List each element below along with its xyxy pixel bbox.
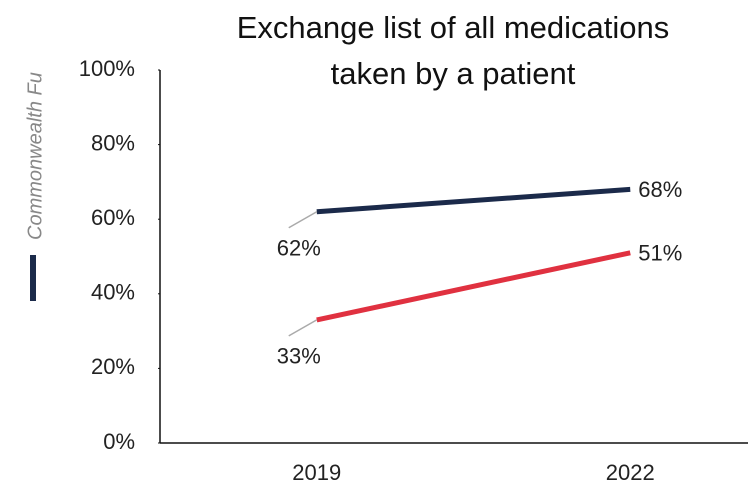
- leader-line: [288, 211, 318, 229]
- y-tick-label: 80%: [91, 130, 135, 155]
- data-label: 51%: [638, 241, 682, 266]
- data-label: 33%: [277, 344, 321, 369]
- y-tick-label: 100%: [79, 56, 135, 81]
- y-tick-label: 20%: [91, 354, 135, 379]
- source-note: Commonwealth Fu: [24, 72, 46, 240]
- legend-swatch: [30, 255, 36, 301]
- x-tick-label: 2022: [606, 460, 655, 485]
- chart-title: Exchange list of all medications: [237, 10, 670, 45]
- series-line: [316, 186, 631, 215]
- series-line: [316, 250, 631, 323]
- data-label: 62%: [277, 236, 321, 261]
- x-tick-label: 2019: [292, 460, 341, 485]
- data-label: 68%: [638, 177, 682, 202]
- chart-title: taken by a patient: [331, 56, 576, 91]
- leader-line: [288, 319, 318, 337]
- y-tick-label: 40%: [91, 280, 135, 305]
- y-tick-label: 0%: [103, 429, 135, 454]
- y-tick-label: 60%: [91, 205, 135, 230]
